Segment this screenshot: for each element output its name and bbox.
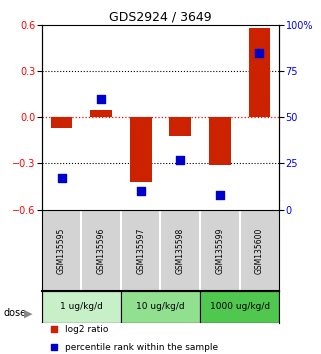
Text: GSM135596: GSM135596 <box>97 227 106 274</box>
Text: GSM135599: GSM135599 <box>215 227 224 274</box>
Bar <box>209 117 231 165</box>
Text: GSM135600: GSM135600 <box>255 227 264 274</box>
Bar <box>51 117 73 128</box>
Text: dose: dose <box>3 308 26 318</box>
Bar <box>169 117 191 136</box>
Text: GSM135595: GSM135595 <box>57 227 66 274</box>
Bar <box>200 291 279 322</box>
Text: log2 ratio: log2 ratio <box>65 325 109 334</box>
Text: ▶: ▶ <box>24 308 32 318</box>
Text: percentile rank within the sample: percentile rank within the sample <box>65 343 219 352</box>
Bar <box>130 117 152 182</box>
Point <box>59 176 64 181</box>
Text: 1 ug/kg/d: 1 ug/kg/d <box>60 302 103 311</box>
Bar <box>90 109 112 117</box>
Point <box>138 188 143 194</box>
Bar <box>121 291 200 322</box>
Text: 10 ug/kg/d: 10 ug/kg/d <box>136 302 185 311</box>
Text: 1000 ug/kg/d: 1000 ug/kg/d <box>210 302 270 311</box>
Point <box>51 344 56 350</box>
Point <box>99 96 104 102</box>
Text: GSM135598: GSM135598 <box>176 227 185 274</box>
Title: GDS2924 / 3649: GDS2924 / 3649 <box>109 11 212 24</box>
Text: GSM135597: GSM135597 <box>136 227 145 274</box>
Bar <box>42 291 121 322</box>
Bar <box>248 28 270 117</box>
Point <box>178 157 183 162</box>
Point <box>257 50 262 55</box>
Point <box>51 327 56 332</box>
Point <box>217 192 222 198</box>
